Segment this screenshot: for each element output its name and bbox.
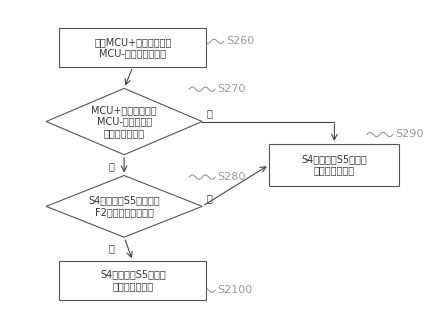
FancyBboxPatch shape bbox=[269, 144, 399, 186]
Text: S260: S260 bbox=[226, 36, 254, 46]
Text: S270: S270 bbox=[217, 84, 245, 94]
Text: 否: 否 bbox=[206, 193, 212, 203]
FancyBboxPatch shape bbox=[59, 28, 206, 67]
Text: S290: S290 bbox=[394, 129, 423, 139]
Text: 是: 是 bbox=[108, 161, 114, 171]
Text: S4接触器、S5接触器、
F2熔断器是否无故障: S4接触器、S5接触器、 F2熔断器是否无故障 bbox=[88, 196, 159, 217]
Text: 否: 否 bbox=[206, 108, 212, 118]
FancyBboxPatch shape bbox=[59, 261, 206, 300]
Text: S4接触器、S5接触器
为禁止闭合状态: S4接触器、S5接触器 为禁止闭合状态 bbox=[301, 154, 367, 176]
Text: S280: S280 bbox=[217, 172, 245, 182]
Text: 检测MCU+高压连接器、
MCU-高压连接器状态: 检测MCU+高压连接器、 MCU-高压连接器状态 bbox=[94, 37, 171, 58]
Text: 是: 是 bbox=[108, 243, 114, 253]
Text: S4接触器、S5接触器
为允许闭合状态: S4接触器、S5接触器 为允许闭合状态 bbox=[100, 270, 165, 291]
Text: MCU+高压连接器、
MCU-高压连接器
是否为连接状态: MCU+高压连接器、 MCU-高压连接器 是否为连接状态 bbox=[91, 105, 157, 138]
Polygon shape bbox=[46, 88, 202, 155]
Text: S2100: S2100 bbox=[217, 285, 252, 295]
Polygon shape bbox=[46, 176, 202, 237]
